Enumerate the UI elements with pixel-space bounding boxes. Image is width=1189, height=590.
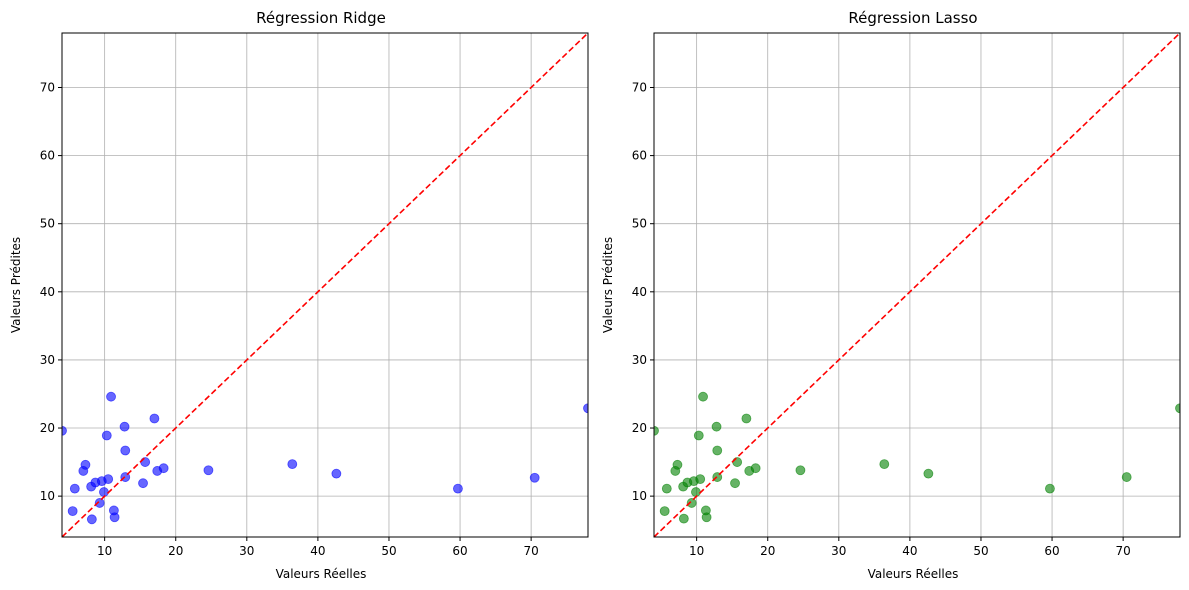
lasso-x-tick-label: 40 (902, 544, 917, 558)
ridge-data-point (94, 498, 105, 508)
lasso-y-tick-label: 40 (632, 285, 647, 299)
ridge-reference-line (62, 33, 588, 537)
ridge-data-point (80, 459, 91, 470)
lasso-data-point (741, 413, 752, 424)
ridge-data-point (86, 514, 97, 525)
lasso-x-tick-label: 10 (689, 544, 704, 558)
ridge-x-tick-label: 50 (381, 544, 396, 558)
lasso-data-point (712, 445, 723, 456)
lasso-x-tick-label: 30 (831, 544, 846, 558)
lasso-data-point (795, 465, 806, 476)
ridge-data-point (140, 457, 151, 467)
lasso-data-point (1045, 483, 1055, 494)
ridge-x-tick-label: 40 (310, 544, 325, 558)
lasso-reference-line (654, 33, 1180, 537)
lasso-y-tick-label: 60 (632, 149, 647, 163)
lasso-data-point (691, 487, 701, 497)
ridge-x-tick-label: 70 (523, 544, 538, 558)
ridge-data-point (99, 487, 109, 497)
lasso-x-tick-label: 70 (1115, 544, 1130, 558)
ridge-data-point (331, 468, 342, 479)
lasso-x-tick-label: 60 (1044, 544, 1059, 558)
lasso-y-tick-label: 10 (632, 489, 647, 503)
lasso-data-point (654, 425, 659, 436)
ridge-data-point (203, 465, 214, 476)
lasso-data-point (661, 483, 672, 494)
ridge-data-point (529, 472, 540, 483)
ridge-data-point (453, 483, 463, 494)
ridge-y-tick-label: 40 (40, 285, 55, 299)
lasso-data-point (1121, 472, 1132, 482)
lasso-data-point (678, 513, 689, 524)
lasso-data-point (730, 478, 740, 489)
lasso-plot-frame (653, 32, 1181, 538)
lasso-y-tick-label: 50 (632, 217, 647, 231)
lasso-points (654, 391, 1180, 524)
lasso-data-point (879, 459, 890, 470)
lasso-chart-title: Régression Lasso (848, 9, 977, 27)
ridge-y-tick-label: 60 (40, 149, 55, 163)
lasso-y-tick-label: 70 (632, 80, 647, 94)
ridge-y-tick-label: 10 (40, 489, 55, 503)
lasso-data-point (732, 457, 743, 467)
ridge-y-tick-label: 70 (40, 80, 55, 94)
lasso-y-tick-label: 20 (632, 421, 647, 435)
lasso-data-point (686, 498, 697, 508)
ridge-x-tick-label: 10 (97, 544, 112, 558)
ridge-chart-title: Régression Ridge (256, 9, 386, 27)
ridge-x-tick-label: 20 (168, 544, 183, 558)
ridge-x-axis-label: Valeurs Réelles (276, 567, 367, 581)
ridge-points (62, 391, 588, 525)
ridge-data-point (583, 403, 588, 414)
ridge-data-point (101, 430, 112, 441)
lasso-data-point (695, 474, 706, 485)
ridge-data-point (106, 391, 116, 402)
ridge-y-tick-label: 50 (40, 217, 55, 231)
lasso-data-point (923, 468, 934, 479)
ridge-data-point (149, 413, 160, 424)
lasso-x-tick-label: 20 (760, 544, 775, 558)
lasso-data-point (750, 463, 761, 474)
ridge-data-point (109, 512, 120, 523)
ridge-data-point (158, 463, 169, 474)
lasso-x-axis-label: Valeurs Réelles (868, 567, 959, 581)
lasso-data-point (1175, 403, 1180, 414)
lasso-data-point (698, 391, 708, 402)
ridge-data-point (103, 474, 114, 485)
ridge-data-point (120, 445, 131, 456)
lasso-x-tick-label: 50 (973, 544, 988, 558)
ridge-data-point (62, 425, 67, 436)
ridge-data-point (138, 478, 148, 489)
ridge-chart-panel: Régression Ridge Valeurs Réelles Valeurs… (9, 9, 589, 581)
ridge-y-axis-label: Valeurs Prédites (9, 237, 23, 333)
lasso-data-point (672, 459, 683, 470)
ridge-x-tick-label: 60 (452, 544, 467, 558)
ridge-plot-frame (61, 32, 589, 538)
lasso-chart-panel: Régression Lasso Valeurs Réelles Valeurs… (601, 9, 1181, 581)
lasso-data-point (701, 512, 712, 523)
lasso-data-point (659, 506, 670, 517)
ridge-data-point (67, 506, 78, 517)
ridge-y-tick-label: 20 (40, 421, 55, 435)
lasso-data-point (711, 421, 722, 432)
ridge-data-point (69, 483, 80, 494)
ridge-x-tick-label: 30 (239, 544, 254, 558)
ridge-data-point (119, 421, 130, 432)
lasso-y-axis-label: Valeurs Prédites (601, 237, 615, 333)
lasso-data-point (693, 430, 704, 441)
ridge-data-point (287, 459, 298, 470)
lasso-y-tick-label: 30 (632, 353, 647, 367)
ridge-y-tick-label: 30 (40, 353, 55, 367)
